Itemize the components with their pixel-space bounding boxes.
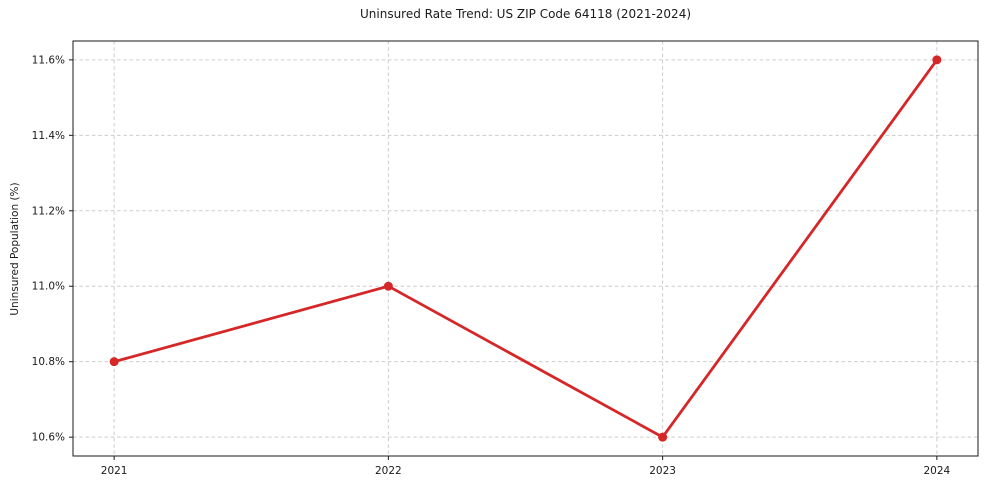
y-tick-label: 10.8% — [32, 356, 65, 368]
x-tick-label: 2024 — [923, 465, 950, 477]
data-point — [932, 55, 942, 65]
x-tick-label: 2021 — [101, 465, 128, 477]
y-tick-label: 11.0% — [32, 281, 65, 293]
chart-title: Uninsured Rate Trend: US ZIP Code 64118 … — [359, 7, 692, 21]
x-tick-label: 2023 — [649, 465, 676, 477]
y-tick-label: 11.6% — [32, 54, 65, 66]
y-tick-label: 10.6% — [32, 432, 65, 444]
data-point — [658, 432, 668, 442]
data-point — [383, 281, 393, 291]
y-tick-label: 11.4% — [32, 130, 65, 142]
trend-line — [112, 58, 939, 439]
x-tick-label: 2022 — [375, 465, 402, 477]
y-tick-label: 11.2% — [32, 205, 65, 217]
data-point — [109, 357, 119, 367]
plot-border — [72, 40, 979, 457]
